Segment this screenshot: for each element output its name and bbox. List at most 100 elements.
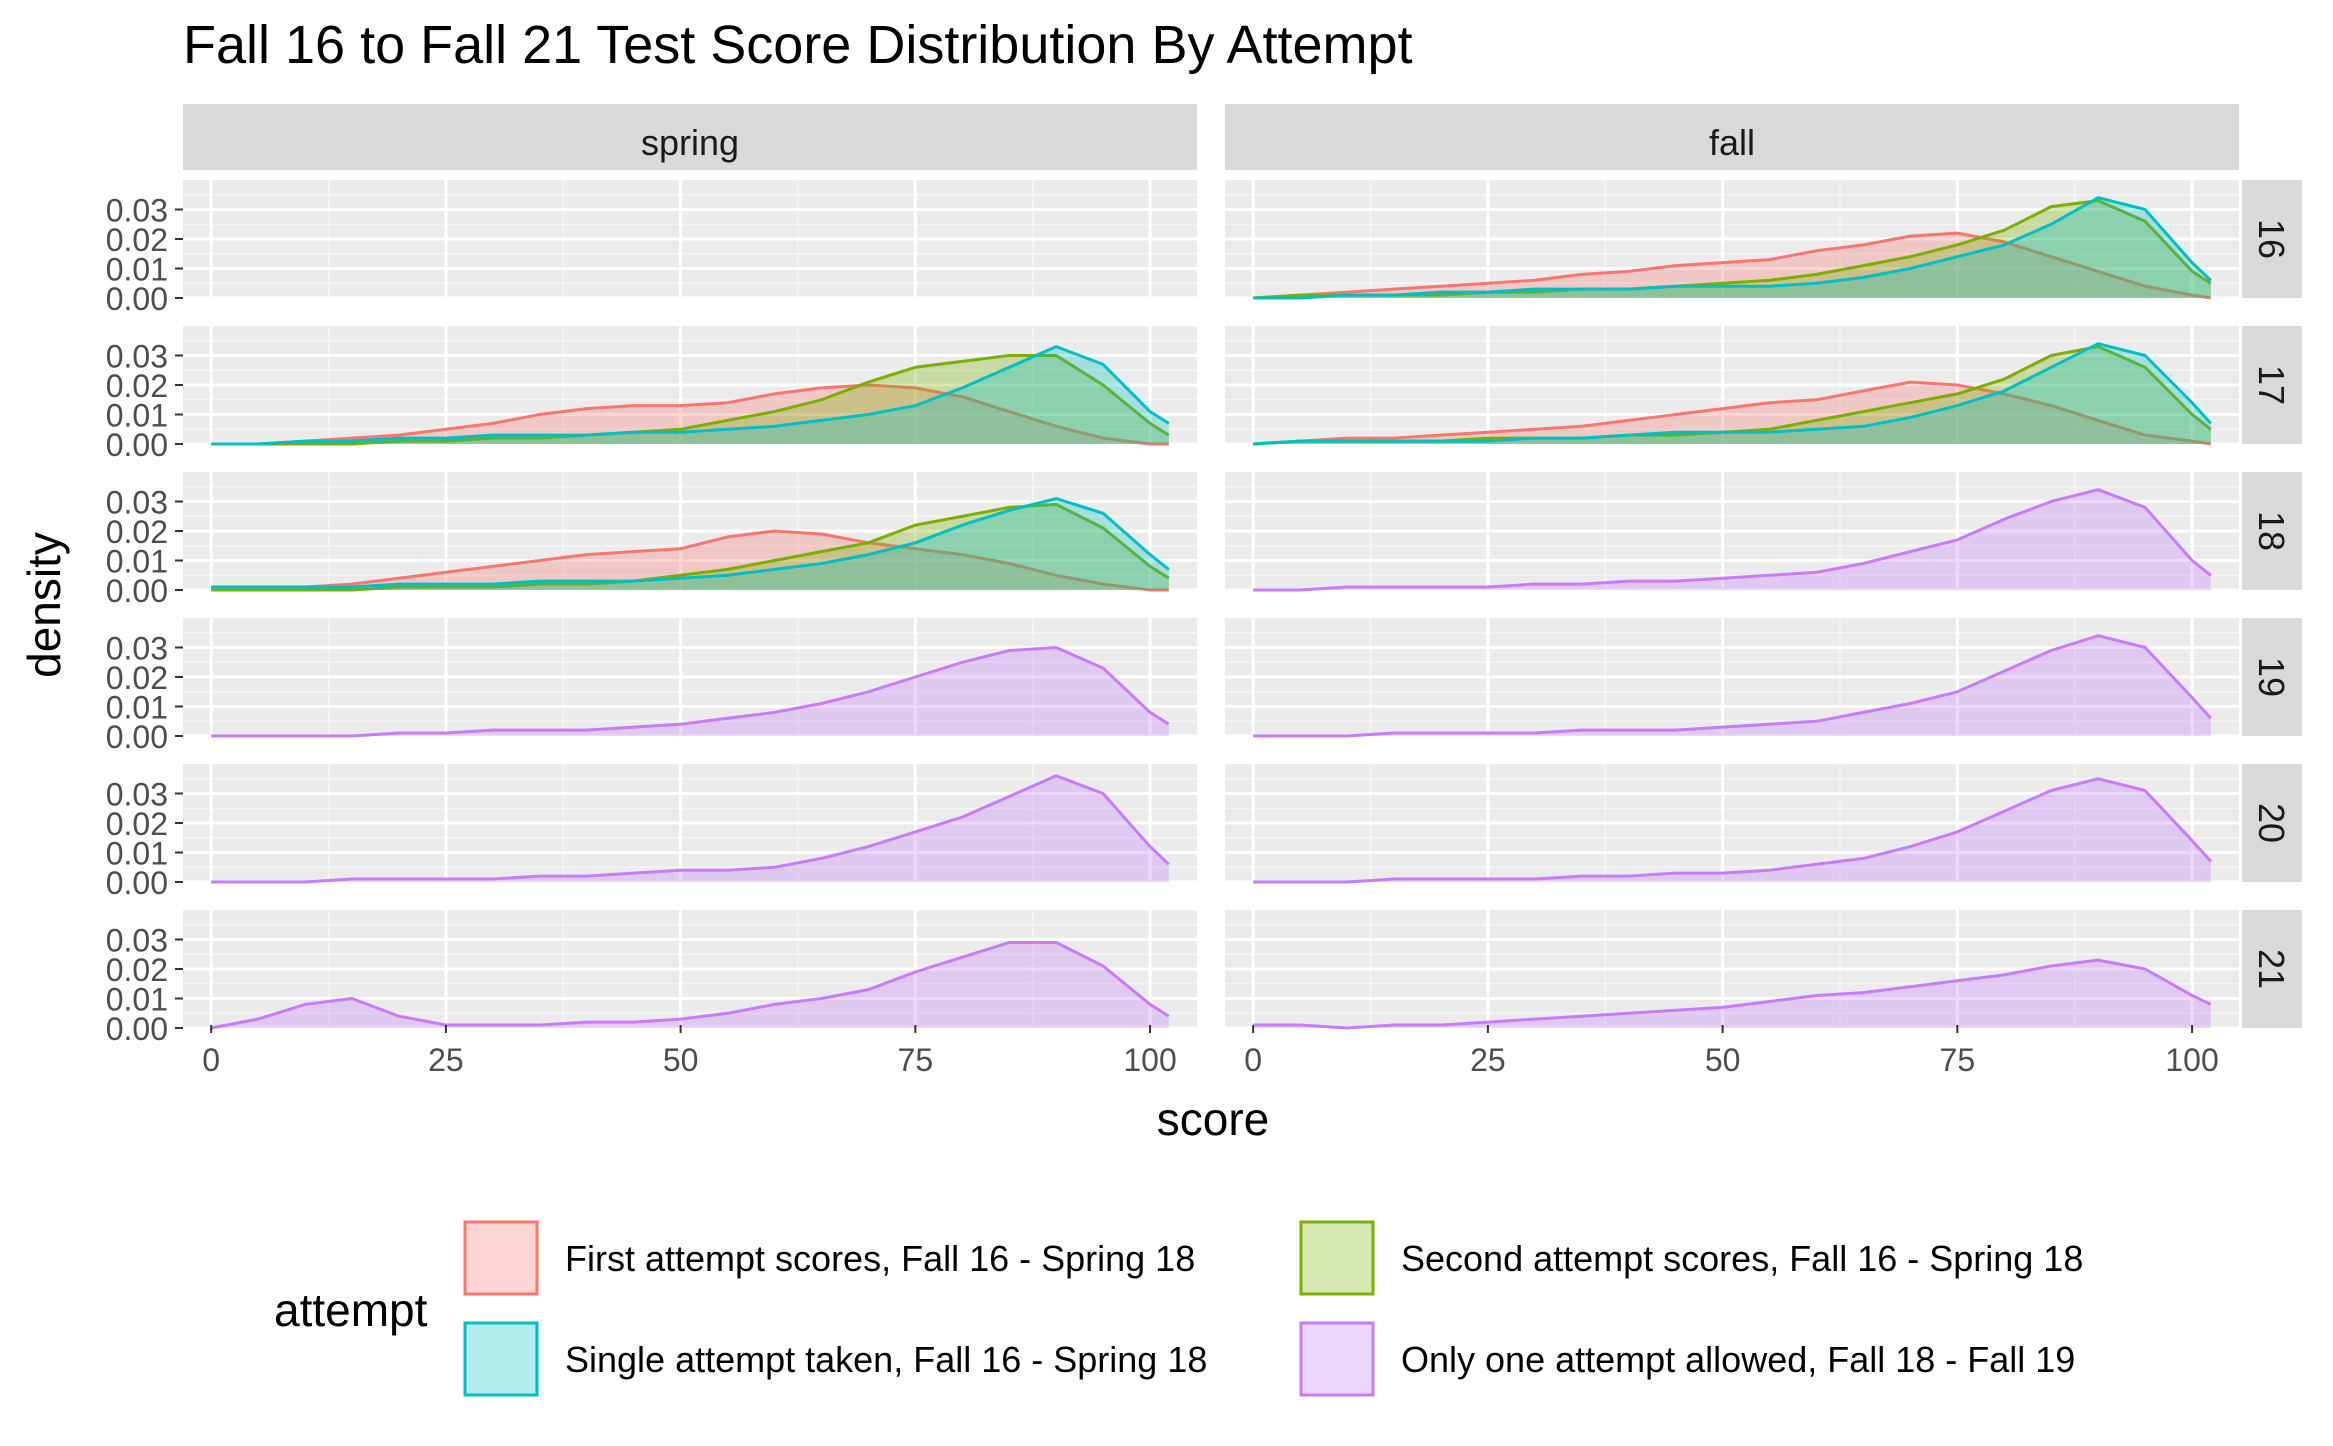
y-tick-label: 0.03: [106, 777, 168, 813]
x-tick-label: 75: [1940, 1042, 1976, 1078]
density-area-only: [1253, 489, 2211, 590]
density-line-single: [211, 497, 1170, 589]
strip-row-16: [2242, 180, 2302, 298]
density-area-second: [1253, 200, 2211, 298]
legend-label: First attempt scores, Fall 16 - Spring 1…: [565, 1238, 1195, 1279]
legend-label: Second attempt scores, Fall 16 - Spring …: [1401, 1238, 2083, 1279]
x-tick-label: 100: [2165, 1042, 2218, 1078]
y-tick-label: 0.03: [106, 485, 168, 521]
density-line-first: [211, 383, 1169, 446]
x-tick-label: 25: [1470, 1042, 1506, 1078]
legend-key: [463, 1321, 539, 1397]
legend-label: Single attempt taken, Fall 16 - Spring 1…: [565, 1339, 1207, 1380]
y-tick-label: 0.01: [106, 398, 168, 434]
x-tick-label: 25: [428, 1042, 464, 1078]
panel-spring-18: [183, 472, 1197, 592]
y-tick-label: 0.02: [106, 952, 168, 988]
y-tick-label: 0.02: [106, 368, 168, 404]
y-tick-label: 0.02: [106, 222, 168, 258]
density-area-first: [1253, 233, 2211, 298]
strip-row-label: 21: [2251, 949, 2292, 989]
y-tick-label: 0.00: [106, 573, 168, 609]
y-tick-label: 0.01: [106, 690, 168, 726]
density-area-single: [211, 498, 1169, 590]
legend-key: [463, 1220, 539, 1296]
legend: attempt First attempt scores, Fall 16 - …: [274, 1220, 2083, 1397]
density-line-only: [1253, 488, 2212, 592]
density-line-single: [211, 345, 1170, 446]
density-area-first: [1253, 382, 2211, 444]
strip-row-17: [2242, 326, 2302, 444]
y-tick-label: 0.00: [106, 1011, 168, 1047]
panel-fall-21: [1225, 910, 2239, 1030]
density-area-only: [211, 647, 1169, 736]
density-line-only: [1253, 777, 2212, 884]
legend-item-only: Only one attempt allowed, Fall 18 - Fall…: [1299, 1321, 2075, 1397]
density-area-only: [1253, 960, 2211, 1028]
density-area-only: [211, 942, 1169, 1028]
legend-item-single: Single attempt taken, Fall 16 - Spring 1…: [463, 1321, 1207, 1397]
x-tick-label: 75: [898, 1042, 934, 1078]
strip-col-label: fall: [1709, 122, 1755, 163]
y-tick-label: 0.01: [106, 836, 168, 872]
strip-row-label: 18: [2251, 511, 2292, 551]
panel-fall-20: [1225, 764, 2239, 884]
y-tick-label: 0.03: [106, 923, 168, 959]
x-tick-label: 0: [202, 1042, 220, 1078]
panel-spring-19: [183, 618, 1197, 738]
y-axis-title: density: [18, 532, 70, 678]
density-area-only: [1253, 635, 2211, 736]
panel-spring-16: [183, 180, 1197, 300]
y-tick-label: 0.03: [106, 193, 168, 229]
strip-row-21: [2242, 910, 2302, 1028]
panel-fall-16: [1225, 180, 2239, 300]
legend-label: Only one attempt allowed, Fall 18 - Fall…: [1401, 1339, 2075, 1380]
density-line-first: [1253, 231, 2212, 300]
density-area-second: [211, 355, 1169, 444]
y-tick-label: 0.02: [106, 806, 168, 842]
strip-row-label: 16: [2251, 219, 2292, 259]
x-tick-label: 50: [663, 1042, 699, 1078]
strip-row-label: 17: [2251, 365, 2292, 405]
density-line-only: [210, 941, 1170, 1030]
x-tick-label: 50: [1705, 1042, 1741, 1078]
density-area-only: [1253, 778, 2211, 882]
y-tick-label: 0.03: [106, 339, 168, 375]
x-axis-title: score: [1157, 1093, 1269, 1145]
density-area-first: [211, 531, 1169, 590]
legend-key: [1299, 1321, 1375, 1397]
panel-fall-17: [1225, 326, 2239, 446]
x-tick-label: 0: [1244, 1042, 1262, 1078]
strip-col-spring: [183, 104, 1197, 170]
density-area-single: [1253, 343, 2211, 444]
density-line-only: [211, 646, 1170, 738]
strip-col-label: spring: [641, 122, 739, 163]
density-line-only: [1253, 958, 2212, 1030]
density-line-only: [1253, 634, 2212, 738]
strip-row-label: 19: [2251, 657, 2292, 697]
y-tick-label: 0.01: [106, 544, 168, 580]
density-area-second: [211, 504, 1169, 590]
legend-item-first: First attempt scores, Fall 16 - Spring 1…: [463, 1220, 1195, 1296]
panel-spring-17: [183, 326, 1197, 446]
y-tick-label: 0.01: [106, 982, 168, 1018]
y-tick-label: 0.00: [106, 281, 168, 317]
y-tick-label: 0.02: [106, 660, 168, 696]
chart-title: Fall 16 to Fall 21 Test Score Distributi…: [183, 15, 1413, 75]
y-tick-label: 0.02: [106, 514, 168, 550]
density-line-first: [211, 529, 1169, 592]
y-tick-label: 0.00: [106, 719, 168, 755]
y-tick-label: 0.01: [106, 252, 168, 288]
legend-key: [1299, 1220, 1375, 1296]
strip-row-19: [2242, 618, 2302, 736]
density-area-only: [211, 775, 1169, 882]
legend-title: attempt: [274, 1284, 428, 1336]
panel-fall-18: [1225, 472, 2239, 592]
y-tick-label: 0.00: [106, 427, 168, 463]
density-line-single: [1253, 196, 2212, 300]
density-area-second: [1253, 346, 2211, 444]
legend-item-second: Second attempt scores, Fall 16 - Spring …: [1299, 1220, 2083, 1296]
strip-col-fall: [1225, 104, 2239, 170]
